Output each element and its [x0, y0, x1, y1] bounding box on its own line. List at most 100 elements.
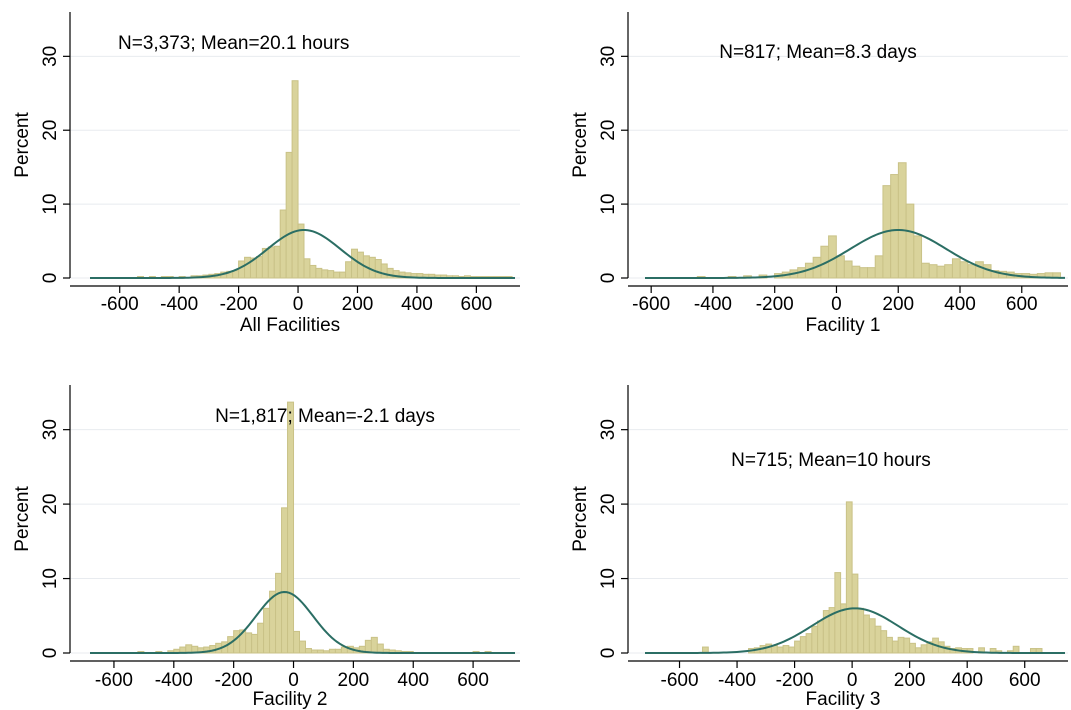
x-tick-label: 0	[831, 294, 842, 315]
histogram-bar	[851, 265, 861, 279]
histogram-bar	[817, 620, 824, 654]
histogram-bar	[959, 261, 969, 279]
histogram-bar	[333, 271, 341, 279]
x-tick-label: 600	[457, 670, 489, 691]
histogram-bar	[245, 632, 253, 654]
x-tick-label: 600	[1009, 670, 1041, 691]
histogram-bar	[967, 264, 977, 279]
histogram-bar	[281, 507, 289, 654]
histogram-bar	[891, 640, 899, 654]
y-axis-label: Percent	[570, 486, 591, 552]
x-tick-label: -400	[694, 294, 732, 315]
x-tick-label: -600	[632, 294, 670, 315]
histogram-bar	[845, 501, 853, 654]
y-tick-label: 10	[598, 194, 619, 215]
histogram-bar	[370, 636, 378, 654]
x-tick-label: -200	[220, 294, 258, 315]
summary-annotation: N=1,817; Mean=-2.1 days	[215, 406, 435, 427]
histogram-bar	[386, 267, 394, 279]
histogram-bar	[851, 573, 859, 654]
histogram-bar	[903, 637, 911, 654]
y-tick-label: 10	[598, 568, 619, 589]
normal-density-curve	[645, 607, 1065, 654]
histogram-bar	[285, 151, 293, 279]
histogram-bar	[251, 633, 259, 654]
histogram-bar	[303, 258, 311, 279]
y-axis-label: Percent	[12, 112, 33, 178]
y-tick-label: 20	[40, 494, 61, 515]
normal-density-curve	[90, 590, 515, 654]
histogram-bar	[297, 223, 305, 279]
y-tick-label: 30	[40, 46, 61, 67]
histogram-bar	[897, 636, 905, 654]
histogram-bar	[310, 649, 318, 654]
histogram-bar	[322, 650, 330, 654]
histogram-bar	[316, 649, 324, 654]
histogram-bar	[315, 267, 323, 279]
histogram-bar	[886, 636, 893, 654]
x-tick-label: -200	[776, 670, 814, 691]
histogram-bar	[944, 264, 953, 279]
y-tick-label: 30	[598, 419, 619, 440]
histogram-bar	[345, 261, 353, 279]
histogram-bar	[951, 258, 961, 279]
panel-4: 0 10 20 30 -600 -400 -200 0 200 400 600 Facility 3 P…	[570, 385, 1068, 710]
histogram-bar	[863, 614, 870, 654]
x-tick-label: -200	[756, 294, 794, 315]
y-axis-label: Percent	[12, 486, 33, 552]
histogram-bar	[794, 640, 801, 654]
histogram-bar	[928, 264, 938, 279]
panel-3: 0 10 20 30 -600 -400 -200 0 200 400 600 Facility 2 P…	[12, 385, 520, 710]
histogram-bar	[233, 630, 241, 654]
x-axis-label: Facility 1	[806, 315, 881, 336]
histogram-bar	[836, 255, 845, 279]
x-tick-label: 400	[397, 670, 429, 691]
histogram-bar	[874, 255, 884, 279]
histogram-bar	[368, 256, 376, 279]
y-tick-label: 20	[40, 120, 61, 141]
histogram-bar	[776, 646, 784, 654]
histogram-bar	[920, 644, 928, 654]
histogram-bar	[799, 636, 807, 654]
x-tick-label: 600	[461, 294, 493, 315]
x-tick-label: -400	[160, 294, 198, 315]
histogram-bar	[914, 647, 922, 654]
x-tick-label: -600	[101, 294, 139, 315]
histogram-bar	[905, 203, 915, 279]
histogram-bar	[238, 260, 246, 279]
histogram-bar	[880, 630, 888, 654]
panel-2: 0 10 20 30 -600 -400 -200 0 200 400 600 Facility 1 P…	[570, 12, 1068, 336]
histogram-bar	[328, 648, 336, 654]
histogram-bar	[293, 630, 301, 654]
histogram-bar	[275, 572, 283, 654]
x-tick-label: -400	[718, 670, 756, 691]
histogram-bar	[859, 267, 869, 279]
y-axis-label: Percent	[570, 112, 591, 178]
histogram-bar	[782, 645, 790, 654]
normal-density-curve	[90, 228, 515, 279]
y-tick-label: 0	[598, 273, 619, 284]
histogram-bar	[843, 260, 853, 279]
histogram-bar	[936, 265, 946, 279]
histogram-bar	[267, 246, 275, 279]
histogram-bar	[287, 401, 295, 654]
x-tick-label: 600	[1006, 294, 1038, 315]
histogram-bar	[897, 162, 907, 279]
histogram-bar	[321, 269, 329, 279]
x-tick-label: 200	[894, 670, 926, 691]
y-tick-label: 10	[40, 194, 61, 215]
panel-1: 0 10 20 30 -600 -400 -200 0 200 400 600 All Facilit…	[12, 12, 520, 336]
histogram-bar	[309, 264, 317, 279]
x-tick-label: 400	[951, 670, 983, 691]
histogram-bar	[874, 625, 882, 654]
histogram-bar	[263, 607, 271, 654]
histogram-bar	[913, 235, 923, 279]
summary-annotation: N=3,373; Mean=20.1 hours	[118, 33, 349, 54]
summary-annotation: N=817; Mean=8.3 days	[719, 42, 917, 63]
histogram-bar	[269, 590, 277, 654]
normal-density-curve	[645, 228, 1066, 279]
y-tick-label: 0	[598, 648, 619, 659]
histogram-bar	[805, 633, 813, 654]
y-tick-label: 30	[40, 419, 61, 440]
